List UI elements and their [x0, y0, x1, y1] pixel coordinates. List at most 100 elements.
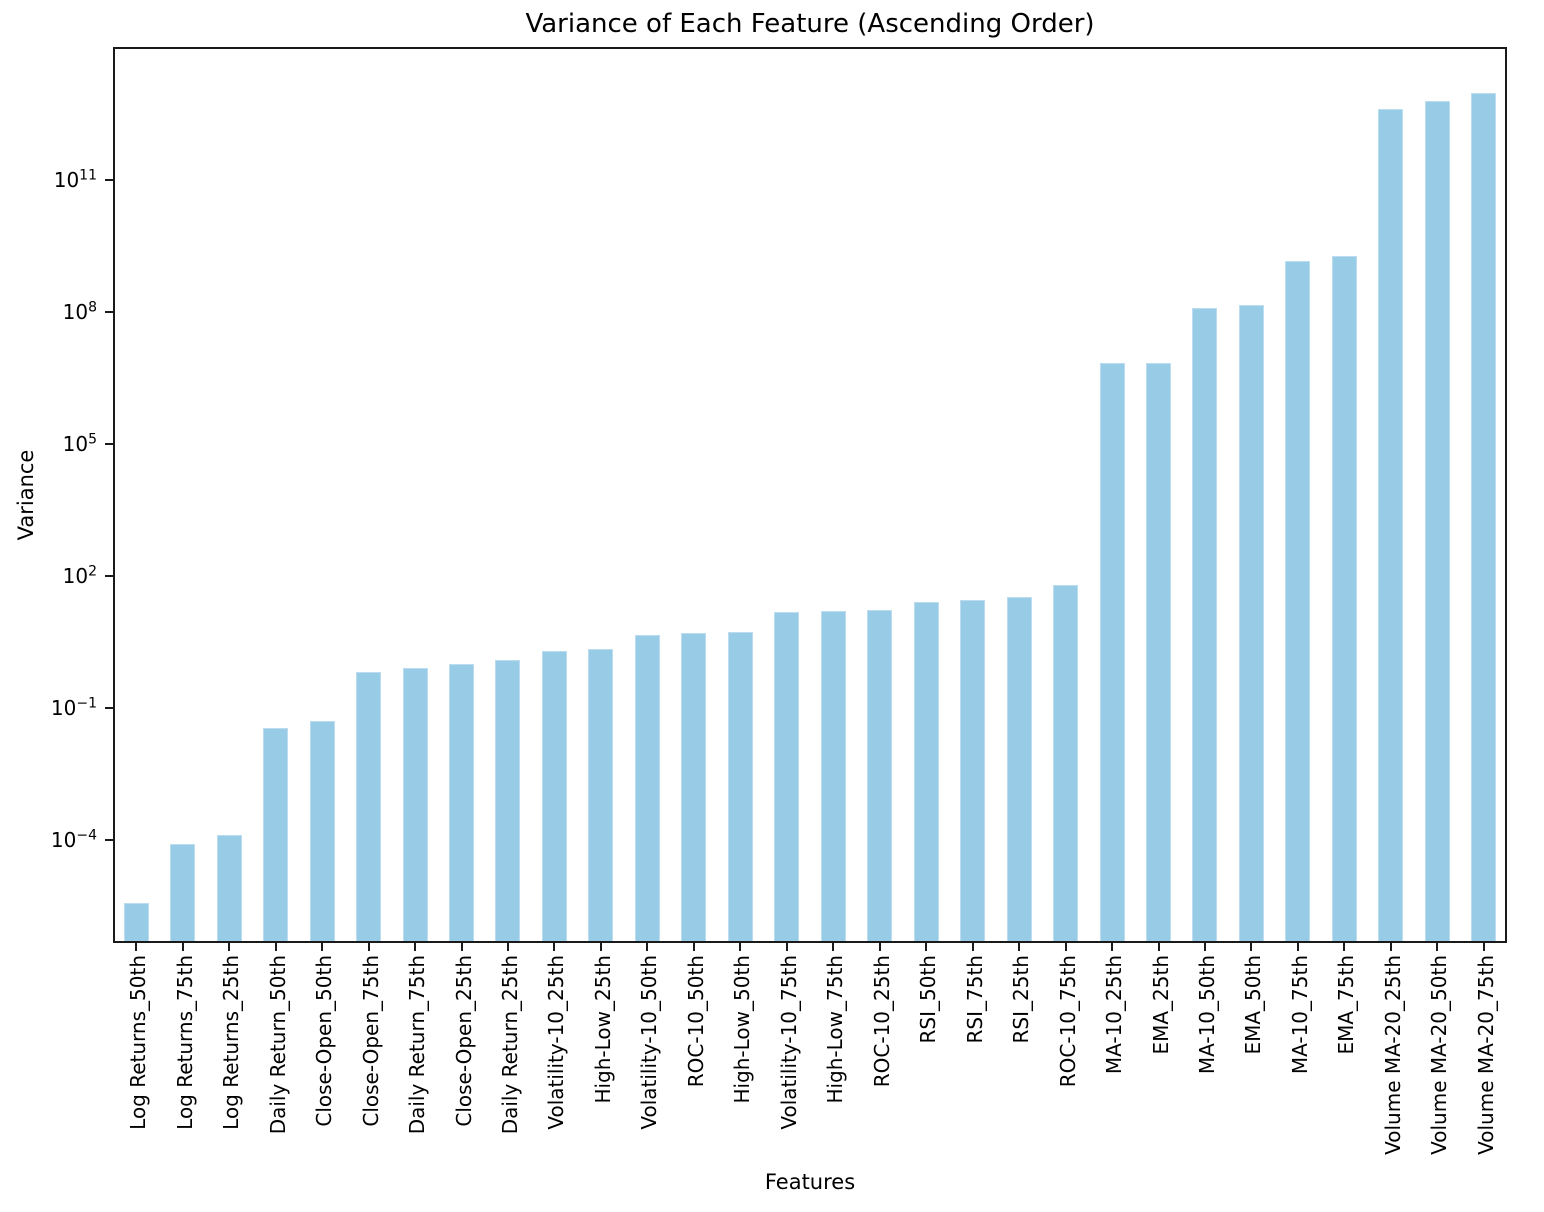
x-tick-label: Volatility-10_25th [544, 955, 569, 1130]
x-tick [878, 943, 881, 951]
x-tick-label: EMA_50th [1241, 955, 1266, 1055]
y-tick-label: 102 [62, 563, 97, 588]
x-tick-label: Volume MA-20_50th [1427, 955, 1452, 1155]
x-tick [1389, 943, 1392, 951]
bar [820, 610, 846, 943]
y-axis-title: Variance [14, 449, 38, 541]
bar [1006, 597, 1032, 943]
y-tick [105, 310, 113, 313]
bar [541, 651, 567, 943]
bar [1099, 362, 1125, 943]
x-tick [135, 943, 138, 951]
x-tick-label: High-Low_50th [730, 955, 755, 1104]
x-tick-label: High-Low_25th [590, 955, 615, 1104]
x-tick [1343, 943, 1346, 951]
x-tick-label: Close-Open_25th [451, 955, 476, 1127]
x-tick [1250, 943, 1253, 951]
x-tick-label: Volatility-10_75th [776, 955, 801, 1130]
x-tick-label: Volume MA-20_25th [1380, 955, 1405, 1155]
x-tick [460, 943, 463, 951]
x-tick [1018, 943, 1021, 951]
bar [495, 660, 521, 943]
bar [1331, 255, 1357, 943]
x-axis-title: Features [764, 1170, 856, 1194]
bar [123, 902, 149, 943]
x-tick [739, 943, 742, 951]
x-tick-label: MA-10_75th [1287, 955, 1312, 1075]
x-tick-label: MA-10_25th [1102, 955, 1127, 1075]
x-tick [1064, 943, 1067, 951]
bar [634, 634, 660, 943]
x-tick [274, 943, 277, 951]
x-tick [181, 943, 184, 951]
x-tick-label: RSI_50th [916, 955, 941, 1044]
x-tick [832, 943, 835, 951]
x-tick-label: Log Returns_75th [172, 955, 197, 1130]
x-tick [1436, 943, 1439, 951]
x-tick-label: Daily Return_75th [405, 955, 430, 1135]
x-tick [1157, 943, 1160, 951]
x-tick [785, 943, 788, 951]
x-tick-label: EMA_25th [1148, 955, 1173, 1055]
x-tick [646, 943, 649, 951]
bar [309, 720, 335, 943]
x-tick-label: ROC-10_50th [683, 955, 708, 1088]
bar [727, 631, 753, 943]
y-tick-label: 105 [62, 431, 97, 456]
x-tick-label: High-Low_75th [823, 955, 848, 1104]
x-tick [1203, 943, 1206, 951]
bar [1285, 261, 1311, 943]
x-tick-label: Close-Open_50th [312, 955, 337, 1127]
bar [170, 843, 196, 943]
bar [1424, 100, 1450, 943]
y-tick-label: 10−4 [50, 826, 97, 852]
bar [402, 667, 428, 943]
x-tick [925, 943, 928, 951]
x-tick [321, 943, 324, 951]
y-tick [105, 442, 113, 445]
x-tick-label: MA-10_50th [1194, 955, 1219, 1075]
x-tick-label: Daily Return_50th [265, 955, 290, 1135]
y-tick [105, 178, 113, 181]
y-tick-label: 108 [62, 299, 97, 324]
x-tick [599, 943, 602, 951]
bar [1146, 362, 1171, 943]
x-tick [414, 943, 417, 951]
x-tick [367, 943, 370, 951]
bar [449, 663, 474, 943]
y-tick [105, 706, 113, 709]
x-tick [1482, 943, 1485, 951]
x-tick [553, 943, 556, 951]
x-tick-label: EMA_75th [1334, 955, 1359, 1055]
bar [263, 727, 289, 943]
x-tick-label: ROC-10_25th [869, 955, 894, 1088]
bar [356, 671, 382, 943]
bar [1053, 584, 1079, 943]
bar [774, 611, 800, 943]
x-tick-label: Close-Open_75th [358, 955, 383, 1127]
y-tick [105, 574, 113, 577]
x-tick-label: RSI_75th [962, 955, 987, 1044]
bar [1378, 108, 1404, 943]
bar [681, 632, 707, 943]
x-tick [692, 943, 695, 951]
x-tick [228, 943, 231, 951]
bar [1238, 305, 1264, 943]
x-tick [1111, 943, 1114, 951]
bar [913, 602, 939, 943]
x-tick [1296, 943, 1299, 951]
y-tick-label: 10−1 [50, 695, 97, 720]
x-tick [506, 943, 509, 951]
x-tick-label: Volume MA-20_75th [1473, 955, 1498, 1155]
bar [588, 648, 614, 943]
bar [1471, 92, 1497, 943]
x-tick-label: ROC-10_75th [1055, 955, 1080, 1088]
x-tick-label: Log Returns_50th [126, 955, 151, 1130]
x-tick-label: Log Returns_25th [219, 955, 244, 1130]
y-tick [105, 838, 113, 841]
y-tick-label: 1011 [53, 167, 97, 192]
bar [960, 600, 986, 943]
bar [1192, 308, 1218, 943]
x-tick-label: RSI_25th [1009, 955, 1034, 1044]
